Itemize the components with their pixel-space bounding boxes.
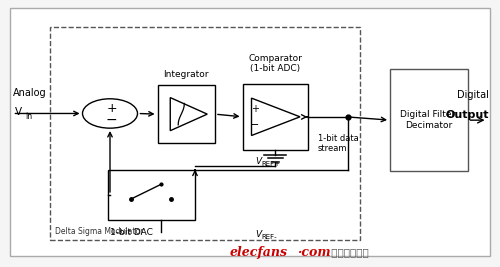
- Text: V: V: [15, 107, 22, 117]
- FancyBboxPatch shape: [390, 69, 468, 171]
- Text: REF+: REF+: [262, 161, 280, 167]
- Text: REF-: REF-: [262, 234, 277, 240]
- FancyBboxPatch shape: [158, 85, 215, 143]
- Text: 1-bit DAC: 1-bit DAC: [110, 228, 153, 237]
- Text: Comparator
(1-bit ADC): Comparator (1-bit ADC): [248, 54, 302, 73]
- Text: in: in: [25, 112, 32, 121]
- Text: 电子发烧发友: 电子发烧发友: [328, 247, 368, 257]
- Text: V: V: [255, 156, 261, 166]
- Text: −: −: [106, 112, 118, 126]
- Text: V: V: [255, 230, 261, 239]
- Circle shape: [82, 99, 138, 128]
- Text: ·com: ·com: [298, 246, 331, 259]
- Text: 1-bit data
stream: 1-bit data stream: [318, 134, 358, 153]
- Text: elecfans: elecfans: [230, 246, 288, 259]
- Text: Digital: Digital: [457, 90, 489, 100]
- Text: +: +: [251, 104, 259, 114]
- FancyBboxPatch shape: [108, 170, 195, 220]
- Text: +: +: [106, 102, 117, 115]
- FancyBboxPatch shape: [242, 84, 308, 150]
- FancyBboxPatch shape: [10, 8, 490, 256]
- Text: Analog: Analog: [12, 88, 46, 99]
- Text: Delta Sigma Modulator: Delta Sigma Modulator: [55, 227, 144, 236]
- Text: Digital Filter,
Decimator: Digital Filter, Decimator: [400, 111, 458, 130]
- Text: Output: Output: [446, 110, 489, 120]
- Text: −: −: [250, 120, 260, 130]
- Text: Integrator: Integrator: [164, 70, 209, 79]
